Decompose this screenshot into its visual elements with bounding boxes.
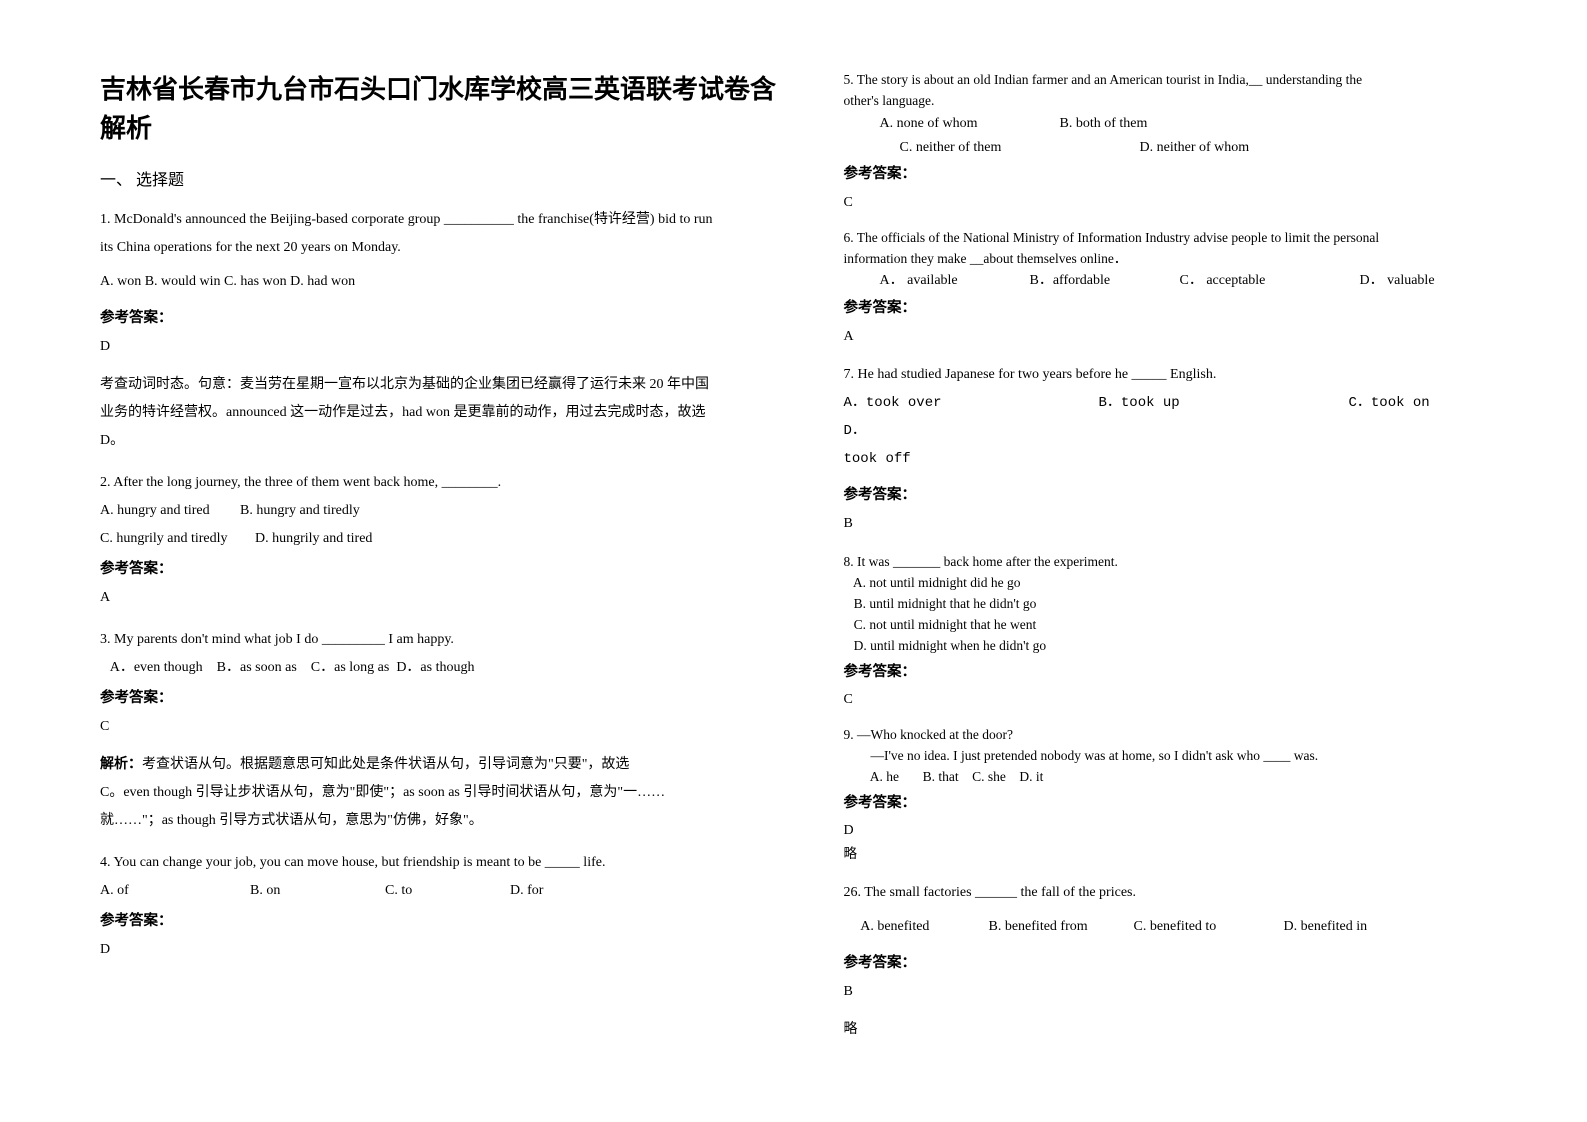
q1-explanation: 考查动词时态。句意：麦当劳在星期一宣布以北京为基础的企业集团已经赢得了运行未来 … [100, 371, 784, 399]
left-column: 吉林省长春市九台市石头口门水库学校高三英语联考试卷含解析 一、 选择题 1. M… [100, 70, 814, 1082]
q8-answer: C [844, 689, 1528, 711]
q2-options-row1: A. hungry and tired B. hungry and tiredl… [100, 497, 784, 525]
answer-label: 参考答案： [100, 686, 784, 707]
q2-stem: 2. After the long journey, the three of … [100, 469, 784, 497]
answer-label: 参考答案： [844, 951, 1528, 972]
q4-options: A. of B. on C. to D. for [100, 877, 784, 905]
q5-stem-line: 5. The story is about an old Indian farm… [844, 70, 1528, 91]
q1-options: A. won B. would win C. has won D. had wo… [100, 268, 784, 296]
explanation-label: 解析： [100, 757, 142, 772]
q3-explanation: C。even though 引导让步状语从句，意为"即使"；as soon as… [100, 779, 784, 807]
q3-explanation: 解析：考查状语从句。根据题意思可知此处是条件状语从句，引导词意为"只要"，故选 [100, 751, 784, 779]
q2-option-c: C. hungrily and tiredly [100, 525, 255, 553]
section-heading: 一、 选择题 [100, 166, 784, 190]
q2-option-a: A. hungry and tired [100, 497, 240, 525]
q4-option-d: D. for [510, 877, 543, 905]
question-2: 2. After the long journey, the three of … [100, 469, 784, 612]
answer-label: 参考答案： [844, 483, 1528, 504]
question-6: 6. The officials of the National Ministr… [844, 228, 1528, 348]
answer-label: 参考答案： [844, 661, 1528, 683]
q6-option-c: C． acceptable [1180, 269, 1360, 293]
q8-option-a: A. not until midnight did he go [844, 573, 1528, 594]
question-8: 8. It was _______ back home after the ex… [844, 552, 1528, 711]
q2-option-b: B. hungry and tiredly [240, 497, 360, 525]
q7-option-d: D． [844, 417, 866, 445]
question-1: 1. McDonald's announced the Beijing-base… [100, 206, 784, 455]
q26-options: A. benefited B. benefited from C. benefi… [844, 913, 1528, 941]
q1-explanation: 业务的特许经营权。announced 这一动作是过去，had won 是更靠前的… [100, 399, 784, 427]
q26-answer: B [844, 978, 1528, 1006]
q6-option-d: D． valuable [1360, 269, 1435, 293]
q3-options: A．even though B．as soon as C．as long as … [100, 654, 784, 682]
q8-option-d: D. until midnight when he didn't go [844, 636, 1528, 657]
q7-stem: 7. He had studied Japanese for two years… [844, 361, 1528, 389]
q4-option-b: B. on [250, 877, 385, 905]
q5-stem-line: other's language. [844, 91, 1528, 112]
q1-explanation: D。 [100, 427, 784, 455]
q9-options: A. he B. that C. she D. it [844, 767, 1528, 788]
q9-answer: D [844, 820, 1528, 842]
answer-label: 参考答案： [100, 557, 784, 578]
q6-answer: A [844, 326, 1528, 348]
q5-option-a: A. none of whom [880, 112, 1060, 136]
q1-stem-line: its China operations for the next 20 yea… [100, 234, 784, 262]
answer-label: 参考答案： [844, 297, 1528, 319]
q7-option-a: A．took over [844, 389, 1099, 417]
q7-answer: B [844, 510, 1528, 538]
q26-option-c: C. benefited to [1134, 913, 1284, 941]
question-4: 4. You can change your job, you can move… [100, 849, 784, 964]
answer-label: 参考答案： [844, 163, 1528, 185]
q5-options-row1: A. none of whom B. both of them [844, 112, 1528, 136]
answer-label: 参考答案： [100, 909, 784, 930]
exam-page: 吉林省长春市九台市石头口门水库学校高三英语联考试卷含解析 一、 选择题 1. M… [0, 0, 1587, 1122]
q6-stem-line: 6. The officials of the National Ministr… [844, 228, 1528, 249]
right-column: 5. The story is about an old Indian farm… [814, 70, 1528, 1082]
q2-option-d: D. hungrily and tired [255, 525, 372, 553]
doc-title: 吉林省长春市九台市石头口门水库学校高三英语联考试卷含解析 [100, 70, 784, 148]
q3-exp-text: 考查状语从句。根据题意思可知此处是条件状语从句，引导词意为"只要"，故选 [142, 757, 629, 772]
q2-answer: A [100, 584, 784, 612]
q1-answer: D [100, 333, 784, 361]
question-9: 9. —Who knocked at the door? —I've no id… [844, 725, 1528, 865]
q9-stem-line: —I've no idea. I just pretended nobody w… [844, 746, 1528, 767]
q4-option-a: A. of [100, 877, 250, 905]
q2-options-row2: C. hungrily and tiredly D. hungrily and … [100, 525, 784, 553]
q4-option-c: C. to [385, 877, 510, 905]
q5-option-b: B. both of them [1060, 112, 1148, 136]
q1-stem-line: 1. McDonald's announced the Beijing-base… [100, 206, 784, 234]
answer-label: 参考答案： [100, 306, 784, 327]
q3-stem: 3. My parents don't mind what job I do _… [100, 626, 784, 654]
answer-label: 参考答案： [844, 792, 1528, 814]
q7-option-b: B．took up [1099, 389, 1349, 417]
q7-options: A．took over B．took up C．took on D． [844, 389, 1528, 445]
q9-stem-line: 9. —Who knocked at the door? [844, 725, 1528, 746]
q26-option-b: B. benefited from [989, 913, 1134, 941]
q26-explanation: 略 [844, 1016, 1528, 1044]
question-26: 26. The small factories ______ the fall … [844, 879, 1528, 1044]
q26-option-d: D. benefited in [1284, 913, 1368, 941]
question-3: 3. My parents don't mind what job I do _… [100, 626, 784, 835]
q4-stem: 4. You can change your job, you can move… [100, 849, 784, 877]
q26-stem: 26. The small factories ______ the fall … [844, 879, 1528, 907]
q9-explanation: 略 [844, 844, 1528, 865]
q7-option-c: C．took on [1349, 389, 1514, 417]
q5-option-c: C. neither of them [900, 136, 1140, 160]
q3-answer: C [100, 713, 784, 741]
q3-explanation: 就……"；as though 引导方式状语从句，意思为"仿佛，好象"。 [100, 807, 784, 835]
q5-answer: C [844, 192, 1528, 214]
q26-option-a: A. benefited [844, 913, 989, 941]
q6-options: A． available B．affordable C． acceptable … [844, 269, 1528, 293]
q8-stem: 8. It was _______ back home after the ex… [844, 552, 1528, 573]
question-5: 5. The story is about an old Indian farm… [844, 70, 1528, 214]
q5-options-row2: C. neither of them D. neither of whom [844, 136, 1528, 160]
q6-option-a: A． available [880, 269, 1030, 293]
q8-option-c: C. not until midnight that he went [844, 615, 1528, 636]
q6-option-b: B．affordable [1030, 269, 1180, 293]
q7-option-d2: took off [844, 445, 1528, 473]
q4-answer: D [100, 936, 784, 964]
q5-option-d: D. neither of whom [1140, 136, 1250, 160]
q8-option-b: B. until midnight that he didn't go [844, 594, 1528, 615]
q6-stem-line: information they make __about themselves… [844, 249, 1528, 270]
question-7: 7. He had studied Japanese for two years… [844, 361, 1528, 538]
